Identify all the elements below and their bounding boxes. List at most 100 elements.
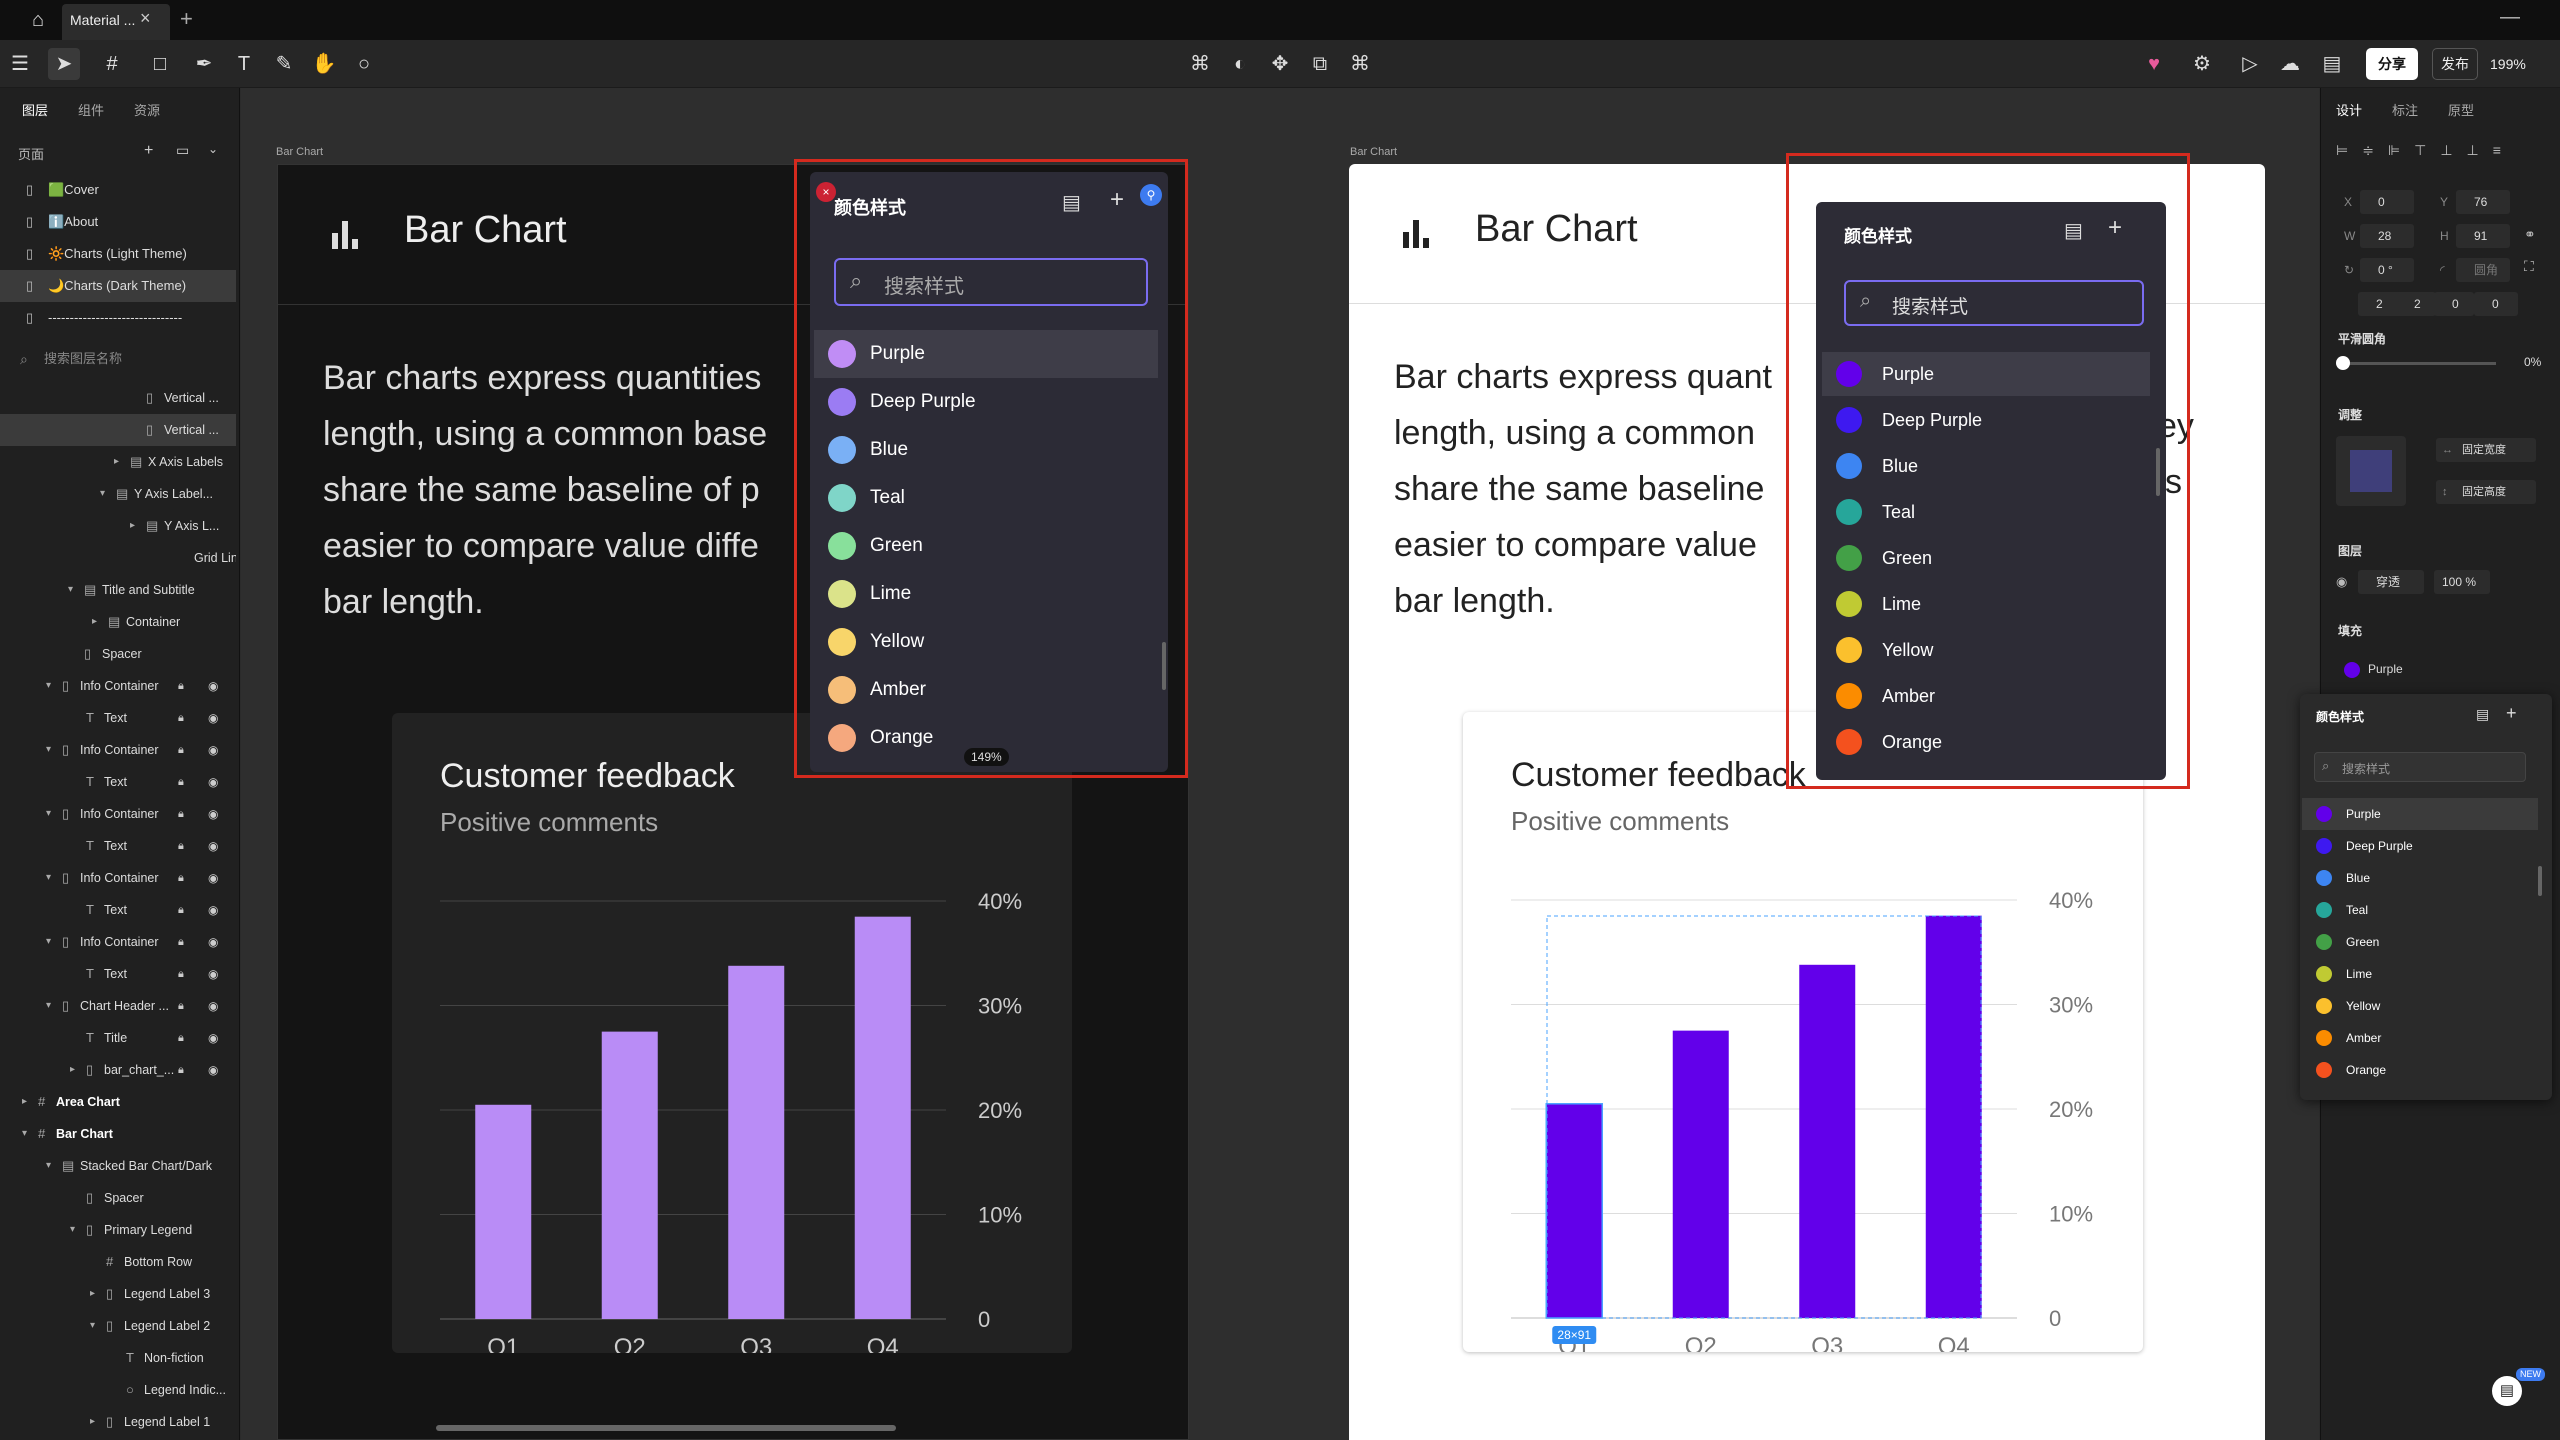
frame-label-light[interactable]: Bar Chart	[1350, 146, 1398, 158]
eye-icon[interactable]: ◉	[208, 775, 219, 789]
color-style-item[interactable]: Yellow	[814, 618, 1158, 666]
color-style-item[interactable]: Lime	[814, 570, 1158, 618]
opacity-field[interactable]: 100 %	[2434, 570, 2490, 594]
bar-q2[interactable]	[601, 1031, 658, 1319]
lock-icon[interactable]: 🔒︎	[178, 968, 184, 980]
add-style-icon[interactable]: +	[2108, 214, 2123, 241]
tab-assets[interactable]: 资源	[134, 103, 161, 118]
tab-annotate[interactable]: 标注	[2392, 103, 2419, 118]
layer-row[interactable]: T Text 🔒︎ ◉	[0, 766, 236, 798]
layer-row[interactable]: ▸ ▯ Legend Label 1	[0, 1406, 236, 1438]
lock-icon[interactable]: 🔒︎	[178, 904, 184, 916]
folder-icon[interactable]: ▭	[176, 142, 190, 158]
layer-row[interactable]: T Text 🔒︎ ◉	[0, 830, 236, 862]
lock-icon[interactable]: 🔒︎	[178, 872, 184, 884]
eye-icon[interactable]: ◉	[208, 1031, 219, 1045]
eye-icon[interactable]: ◉	[208, 967, 219, 981]
page-item[interactable]: ▯ 🔆Charts (Light Theme)	[0, 238, 236, 270]
style-library-icon[interactable]: ▤	[1062, 192, 1081, 214]
layer-row[interactable]: ○ Legend Indic...	[0, 1374, 236, 1406]
layer-row[interactable]: T Text 🔒︎ ◉	[0, 958, 236, 990]
layer-row[interactable]: T Non-fiction	[0, 1342, 236, 1374]
lock-icon[interactable]: 🔒︎	[178, 680, 184, 692]
page-item[interactable]: ▯ 🌙Charts (Dark Theme)	[0, 270, 236, 302]
mask-icon[interactable]: ◐	[1233, 53, 1247, 75]
color-style-item[interactable]: Green	[814, 522, 1158, 570]
caret-down-icon[interactable]: ▾	[46, 808, 52, 819]
layer-row[interactable]: ▯ Vertical ...	[0, 414, 236, 446]
boolean-icon[interactable]: ⧉	[1312, 53, 1328, 75]
bar-q1[interactable]	[1546, 1103, 1603, 1318]
layer-row[interactable]: ▾ ▯ Info Container 🔒︎ ◉	[0, 670, 236, 702]
layer-row[interactable]: T Text 🔒︎ ◉	[0, 894, 236, 926]
fixed-width-select[interactable]: ↔ 固定宽度	[2436, 438, 2536, 462]
layout-icon[interactable]: ▤	[2322, 53, 2342, 75]
bar-q4[interactable]	[854, 916, 911, 1319]
color-style-item[interactable]: Green	[2302, 926, 2538, 958]
layer-row[interactable]: ▾ ▯ Legend Label 2	[0, 1310, 236, 1342]
eye-icon[interactable]: ◉	[208, 935, 219, 949]
layer-row[interactable]: ▾ ▤ Title and Subtitle	[0, 574, 236, 606]
new-tab-icon[interactable]: +	[180, 6, 193, 31]
lock-icon[interactable]: 🔒︎	[178, 936, 184, 948]
color-style-item[interactable]: Deep Purple	[814, 378, 1158, 426]
fixed-height-select[interactable]: ↕ 固定高度	[2436, 480, 2536, 504]
scrollbar[interactable]	[2538, 866, 2542, 896]
ai-icon[interactable]: ♥	[2148, 53, 2160, 75]
color-style-item[interactable]: Lime	[2302, 958, 2538, 990]
y-field[interactable]: Y 76	[2440, 190, 2510, 214]
page-item[interactable]: ▯ 🟩Cover	[0, 174, 236, 206]
layer-row[interactable]: ▾ # Bar Chart	[0, 1118, 236, 1150]
layer-row[interactable]: ▯ Vertical ...	[0, 382, 236, 414]
fill-swatch[interactable]	[2344, 662, 2360, 678]
color-style-item[interactable]: Purple	[1822, 352, 2150, 396]
zoom-level[interactable]: 199%	[2490, 56, 2526, 72]
bar-q4[interactable]	[1925, 915, 1982, 1318]
move-icon[interactable]: ✥	[1271, 53, 1289, 75]
lock-icon[interactable]: 🔒︎	[178, 712, 184, 724]
color-style-item[interactable]: Deep Purple	[1822, 398, 2150, 442]
color-style-item[interactable]: Teal	[1822, 490, 2150, 534]
layer-row[interactable]: ▸ ▤ Container	[0, 606, 236, 638]
tab-design[interactable]: 设计	[2336, 103, 2363, 118]
layer-row[interactable]: T Text 🔒︎ ◉	[0, 702, 236, 734]
component-icon[interactable]: ⌘	[1190, 53, 1210, 75]
caret-right-icon[interactable]: ▸	[90, 1416, 96, 1427]
caret-down-icon[interactable]: ▾	[100, 488, 106, 499]
text-tool-icon[interactable]: T	[237, 53, 251, 75]
color-style-item[interactable]: Orange	[814, 714, 1158, 762]
caret-down-icon[interactable]: ▾	[22, 1128, 28, 1139]
color-style-item[interactable]: Teal	[814, 474, 1158, 522]
eye-icon[interactable]: ◉	[208, 903, 219, 917]
caret-down-icon[interactable]: ▾	[70, 1224, 76, 1235]
style-library-icon[interactable]: ▤	[2476, 706, 2490, 722]
caret-right-icon[interactable]: ▸	[92, 616, 98, 627]
layer-row[interactable]: ▾ ▯ Info Container 🔒︎ ◉	[0, 734, 236, 766]
layer-row[interactable]: ▸ ▯ bar_chart_... 🔒︎ ◉	[0, 1054, 236, 1086]
page-item[interactable]: ▯ ℹ️About	[0, 206, 236, 238]
comment-tool-icon[interactable]: ○	[357, 53, 371, 75]
rectangle-tool-icon[interactable]: □	[153, 53, 167, 75]
lock-icon[interactable]: 🔒︎	[178, 1032, 184, 1044]
pencil-tool-icon[interactable]: ✎	[275, 53, 293, 75]
home-icon[interactable]: ⌂	[31, 9, 45, 31]
layer-row[interactable]: ▾ ▯ Info Container 🔒︎ ◉	[0, 926, 236, 958]
caret-right-icon[interactable]: ▸	[114, 456, 120, 467]
frame-tool-icon[interactable]: #	[106, 53, 118, 75]
caret-down-icon[interactable]: ▾	[46, 680, 52, 691]
smooth-slider[interactable]	[2342, 362, 2496, 365]
color-style-item[interactable]: Yellow	[1822, 628, 2150, 672]
lock-icon[interactable]: 🔒︎	[178, 744, 184, 756]
close-tab-icon[interactable]: ×	[140, 8, 151, 28]
corner-br[interactable]: 0	[2434, 292, 2474, 316]
layer-row[interactable]: # Bottom Row	[0, 1246, 236, 1278]
eye-icon[interactable]: ◉	[208, 871, 219, 885]
color-style-item[interactable]: Blue	[1822, 444, 2150, 488]
tab-components[interactable]: 组件	[78, 103, 105, 118]
style-search-input[interactable]	[1844, 280, 2144, 326]
style-search-input[interactable]	[834, 258, 1148, 306]
blend-mode-select[interactable]: 穿透	[2358, 570, 2424, 594]
instance-icon[interactable]: ⌘	[1350, 53, 1370, 75]
menu-icon[interactable]: ☰	[11, 53, 29, 75]
